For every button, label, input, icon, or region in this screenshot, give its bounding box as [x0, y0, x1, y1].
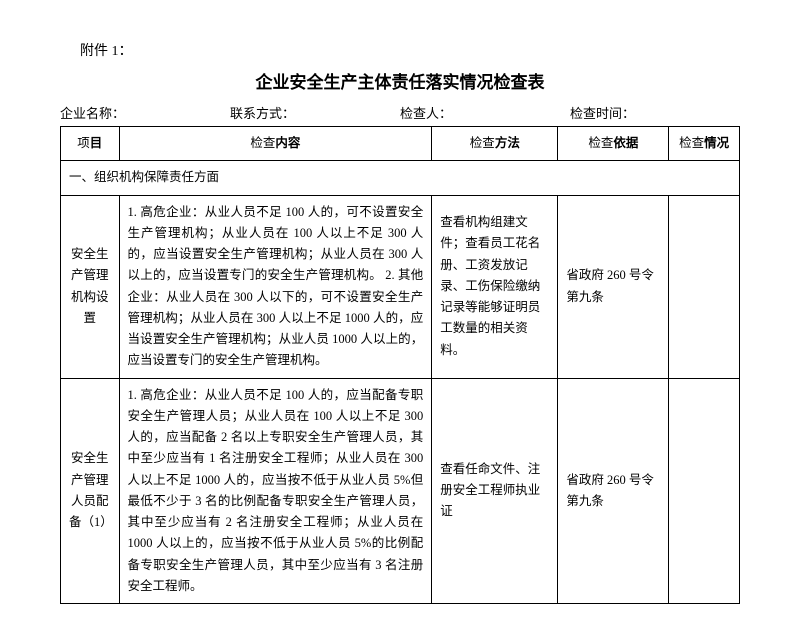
table-row: 安全生产管理人员配备（1） 1. 高危企业：从业人员不足 100 人的，应当配备…: [61, 378, 740, 604]
section-label: 一、组织机构保障责任方面: [61, 161, 740, 195]
header-method: 检查方法: [432, 127, 558, 161]
meta-company: 企业名称：: [60, 103, 230, 122]
header-item: 项目: [61, 127, 120, 161]
header-content: 检查内容: [119, 127, 432, 161]
meta-inspector: 检查人：: [400, 103, 570, 122]
page-title: 企业安全生产主体责任落实情况检查表: [60, 68, 740, 93]
cell-item: 安全生产管理机构设置: [61, 195, 120, 378]
inspection-table: 项目 检查内容 检查方法 检查依据 检查情况 一、组织机构保障责任方面 安全生产…: [60, 126, 740, 604]
cell-status: [669, 378, 740, 604]
meta-time: 检查时间：: [570, 103, 740, 122]
cell-method: 查看机构组建文件；查看员工花名册、工资发放记录、工伤保险缴纳记录等能够证明员工数…: [432, 195, 558, 378]
header-basis: 检查依据: [558, 127, 669, 161]
meta-contact: 联系方式：: [230, 103, 400, 122]
cell-content: 1. 高危企业：从业人员不足 100 人的，应当配备专职安全生产管理人员；从业人…: [119, 378, 432, 604]
cell-status: [669, 195, 740, 378]
table-row: 安全生产管理机构设置 1. 高危企业：从业人员不足 100 人的，可不设置安全生…: [61, 195, 740, 378]
header-status: 检查情况: [669, 127, 740, 161]
cell-method: 查看任命文件、注册安全工程师执业证: [432, 378, 558, 604]
cell-item: 安全生产管理人员配备（1）: [61, 378, 120, 604]
cell-content: 1. 高危企业：从业人员不足 100 人的，可不设置安全生产管理机构；从业人员在…: [119, 195, 432, 378]
section-row: 一、组织机构保障责任方面: [61, 161, 740, 195]
cell-basis: 省政府 260 号令第九条: [558, 378, 669, 604]
cell-basis: 省政府 260 号令第九条: [558, 195, 669, 378]
attachment-label: 附件 1：: [80, 40, 740, 60]
meta-row: 企业名称： 联系方式： 检查人： 检查时间：: [60, 103, 740, 122]
header-row: 项目 检查内容 检查方法 检查依据 检查情况: [61, 127, 740, 161]
